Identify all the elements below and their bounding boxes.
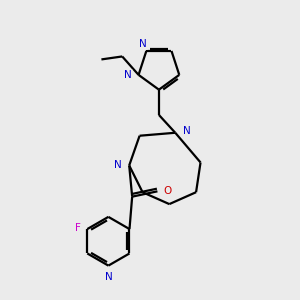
Text: O: O — [164, 186, 172, 196]
Text: N: N — [104, 272, 112, 282]
Text: N: N — [124, 70, 132, 80]
Text: N: N — [183, 126, 190, 136]
Text: F: F — [75, 223, 81, 232]
Text: N: N — [140, 39, 147, 50]
Text: N: N — [114, 160, 122, 170]
